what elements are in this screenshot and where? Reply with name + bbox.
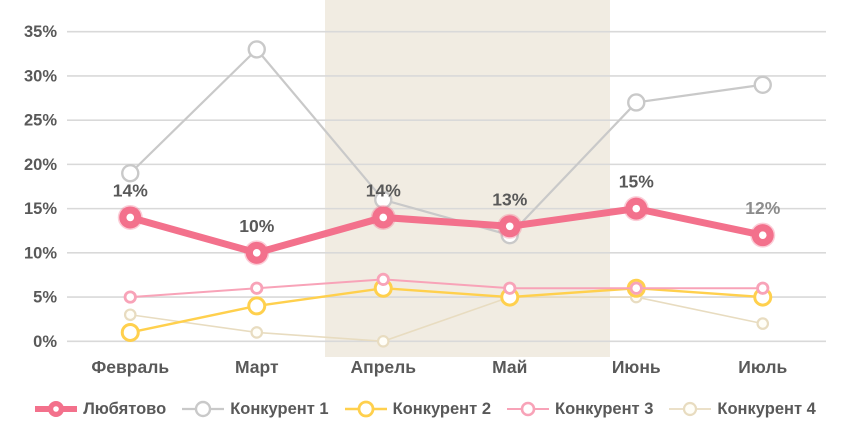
y-tick-label: 15% (24, 200, 57, 218)
line-chart: 0% 5% 10% 15% 20% 25% 30% 35% Февраль Март Апрель М… (24, 0, 826, 377)
x-tick-label: Февраль (91, 357, 169, 377)
series-line-1 (129, 47, 763, 237)
highlight-region (325, 0, 610, 357)
data-label: 14% (366, 180, 401, 200)
legend-marker-icon (507, 401, 549, 417)
data-label: 14% (113, 180, 148, 200)
legend-marker-icon (669, 401, 712, 417)
y-tick-label: 5% (33, 289, 57, 307)
y-tick-label: 20% (24, 156, 57, 174)
legend-item-lyubyatovo: Любятово (34, 399, 166, 419)
data-point (376, 272, 390, 286)
data-point (376, 334, 390, 348)
data-point-center (505, 222, 514, 231)
legend: Любятово Конкурент 1 Конкурент 2 Конкуре… (0, 393, 850, 425)
legend-marker-icon (35, 401, 78, 417)
legend-label: Конкурент 3 (555, 399, 654, 418)
data-point-center (758, 231, 767, 239)
legend-marker-icon (344, 400, 387, 418)
data-point-center (379, 213, 388, 222)
series-line-3 (130, 278, 763, 299)
y-tick-label: 10% (24, 244, 57, 262)
x-tick-label: Май (492, 357, 527, 377)
x-tick-label: Апрель (350, 357, 416, 377)
data-label: 15% (619, 172, 654, 192)
legend-label: Конкурент 2 (392, 399, 491, 418)
data-point (756, 281, 770, 295)
data-label: 13% (492, 189, 527, 209)
data-point (629, 281, 643, 295)
data-point (247, 296, 267, 316)
series-line-4 (130, 296, 763, 343)
series-line-0 (129, 205, 764, 257)
legend-item-konkurent-2: Конкурент 2 (344, 399, 491, 419)
data-point (250, 326, 264, 339)
data-point-center (252, 249, 261, 257)
legend-label: Конкурент 1 (230, 399, 329, 418)
legend-item-konkurent-3: Конкурент 3 (506, 399, 653, 419)
data-point (756, 317, 770, 330)
chart-container: 0% 5% 10% 15% 20% 25% 30% 35% Февраль Март Апрель М… (24, 0, 826, 418)
data-point (123, 308, 137, 322)
data-point (503, 281, 517, 295)
x-tick-label: Июль (738, 357, 787, 377)
data-point (250, 281, 264, 295)
data-label: 12% (745, 198, 780, 218)
data-point-center (126, 213, 135, 222)
data-point (247, 40, 266, 59)
y-tick-label: 35% (24, 23, 57, 41)
series-line-2 (130, 287, 763, 334)
x-tick-label: Март (235, 357, 279, 377)
legend-label: Конкурент 4 (717, 399, 816, 418)
data-point (123, 290, 137, 304)
x-tick-label: Июнь (612, 357, 661, 377)
data-point (121, 164, 140, 183)
data-point (753, 75, 772, 94)
y-tick-label: 25% (24, 112, 57, 130)
y-tick-label: 0% (33, 333, 57, 351)
y-tick-label: 30% (24, 67, 57, 85)
legend-marker-icon (182, 400, 225, 418)
data-point (120, 322, 140, 342)
legend-label: Любятово (83, 399, 167, 418)
data-point (627, 93, 646, 112)
legend-item-konkurent-4: Конкурент 4 (668, 399, 816, 419)
legend-item-konkurent-1: Конкурент 1 (181, 399, 329, 419)
data-point-center (632, 204, 641, 213)
data-label: 10% (239, 216, 274, 236)
